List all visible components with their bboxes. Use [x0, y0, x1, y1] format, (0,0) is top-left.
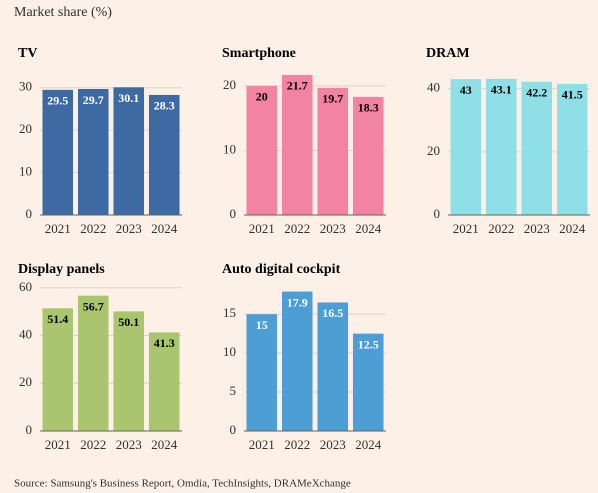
- value-label: 29.5: [47, 94, 68, 108]
- panel-title: Smartphone: [222, 46, 296, 61]
- value-label: 41.3: [154, 336, 175, 350]
- bar: [485, 78, 517, 215]
- x-tick-label: 2023: [524, 221, 550, 236]
- bar: [450, 79, 482, 215]
- x-tick-label: 2022: [80, 437, 106, 452]
- value-label: 41.5: [562, 88, 583, 102]
- y-tick-label: 5: [230, 383, 237, 398]
- y-tick-label: 0: [230, 206, 237, 221]
- value-label: 19.7: [322, 92, 343, 106]
- page-title: Market share (%): [14, 5, 112, 20]
- value-label: 15: [256, 318, 268, 332]
- bar: [521, 81, 553, 215]
- value-label: 21.7: [287, 79, 308, 93]
- value-label: 43: [460, 83, 472, 97]
- value-label: 30.1: [118, 91, 139, 105]
- bar: [113, 311, 145, 431]
- x-tick-label: 2022: [284, 221, 310, 236]
- panel-title: Display panels: [18, 262, 105, 277]
- bar: [352, 333, 384, 431]
- y-tick-label: 40: [19, 327, 32, 342]
- panel-title: Auto digital cockpit: [222, 262, 341, 277]
- value-label: 51.4: [47, 312, 68, 326]
- source: Source: Samsung's Business Report, Omdia…: [14, 478, 351, 490]
- y-tick-label: 20: [19, 374, 32, 389]
- value-label: 28.3: [154, 99, 175, 113]
- bar: [352, 96, 384, 215]
- x-tick-label: 2022: [284, 437, 310, 452]
- bar: [281, 74, 313, 215]
- x-tick-label: 2023: [320, 221, 346, 236]
- bar: [148, 332, 180, 431]
- y-tick-label: 20: [223, 77, 236, 92]
- bar: [113, 87, 145, 215]
- x-tick-label: 2023: [320, 437, 346, 452]
- bar: [556, 83, 588, 215]
- value-label: 12.5: [358, 337, 379, 351]
- x-tick-label: 2021: [45, 437, 71, 452]
- y-tick-label: 30: [19, 79, 32, 94]
- x-tick-label: 2021: [249, 437, 275, 452]
- value-label: 18.3: [358, 101, 379, 115]
- x-tick-label: 2021: [249, 221, 275, 236]
- x-tick-label: 2024: [151, 437, 178, 452]
- value-label: 42.2: [526, 85, 547, 99]
- x-tick-label: 2023: [116, 437, 142, 452]
- y-tick-label: 10: [223, 344, 236, 359]
- y-tick-label: 10: [223, 141, 236, 156]
- bar: [42, 89, 74, 215]
- x-tick-label: 2024: [355, 437, 382, 452]
- value-label: 16.5: [322, 306, 343, 320]
- x-tick-label: 2021: [453, 221, 479, 236]
- y-tick-label: 15: [223, 305, 236, 320]
- value-label: 43.1: [491, 83, 512, 97]
- bar: [77, 295, 109, 431]
- y-tick-label: 40: [427, 80, 440, 95]
- bar: [317, 87, 349, 215]
- y-tick-label: 0: [230, 422, 237, 437]
- value-label: 17.9: [287, 295, 308, 309]
- x-tick-label: 2021: [45, 221, 71, 236]
- bar: [246, 85, 278, 215]
- x-tick-label: 2022: [80, 221, 106, 236]
- y-tick-label: 0: [434, 206, 441, 221]
- y-tick-label: 0: [26, 422, 33, 437]
- value-label: 29.7: [83, 93, 104, 107]
- y-tick-label: 60: [19, 279, 32, 294]
- y-tick-label: 0: [26, 206, 33, 221]
- panel-title: TV: [18, 46, 37, 61]
- bar: [77, 89, 109, 215]
- x-tick-label: 2024: [355, 221, 382, 236]
- y-tick-label: 20: [427, 143, 440, 158]
- x-tick-label: 2024: [559, 221, 586, 236]
- x-tick-label: 2022: [488, 221, 514, 236]
- bar: [281, 291, 313, 431]
- y-tick-label: 20: [19, 121, 32, 136]
- y-tick-label: 10: [19, 164, 32, 179]
- value-label: 20: [256, 90, 268, 104]
- bar: [42, 308, 74, 431]
- bar: [317, 302, 349, 431]
- value-label: 56.7: [83, 299, 104, 313]
- panel-title: DRAM: [426, 46, 470, 61]
- value-label: 50.1: [118, 315, 139, 329]
- x-tick-label: 2024: [151, 221, 178, 236]
- x-tick-label: 2023: [116, 221, 142, 236]
- bar: [246, 314, 278, 431]
- bar: [148, 94, 180, 215]
